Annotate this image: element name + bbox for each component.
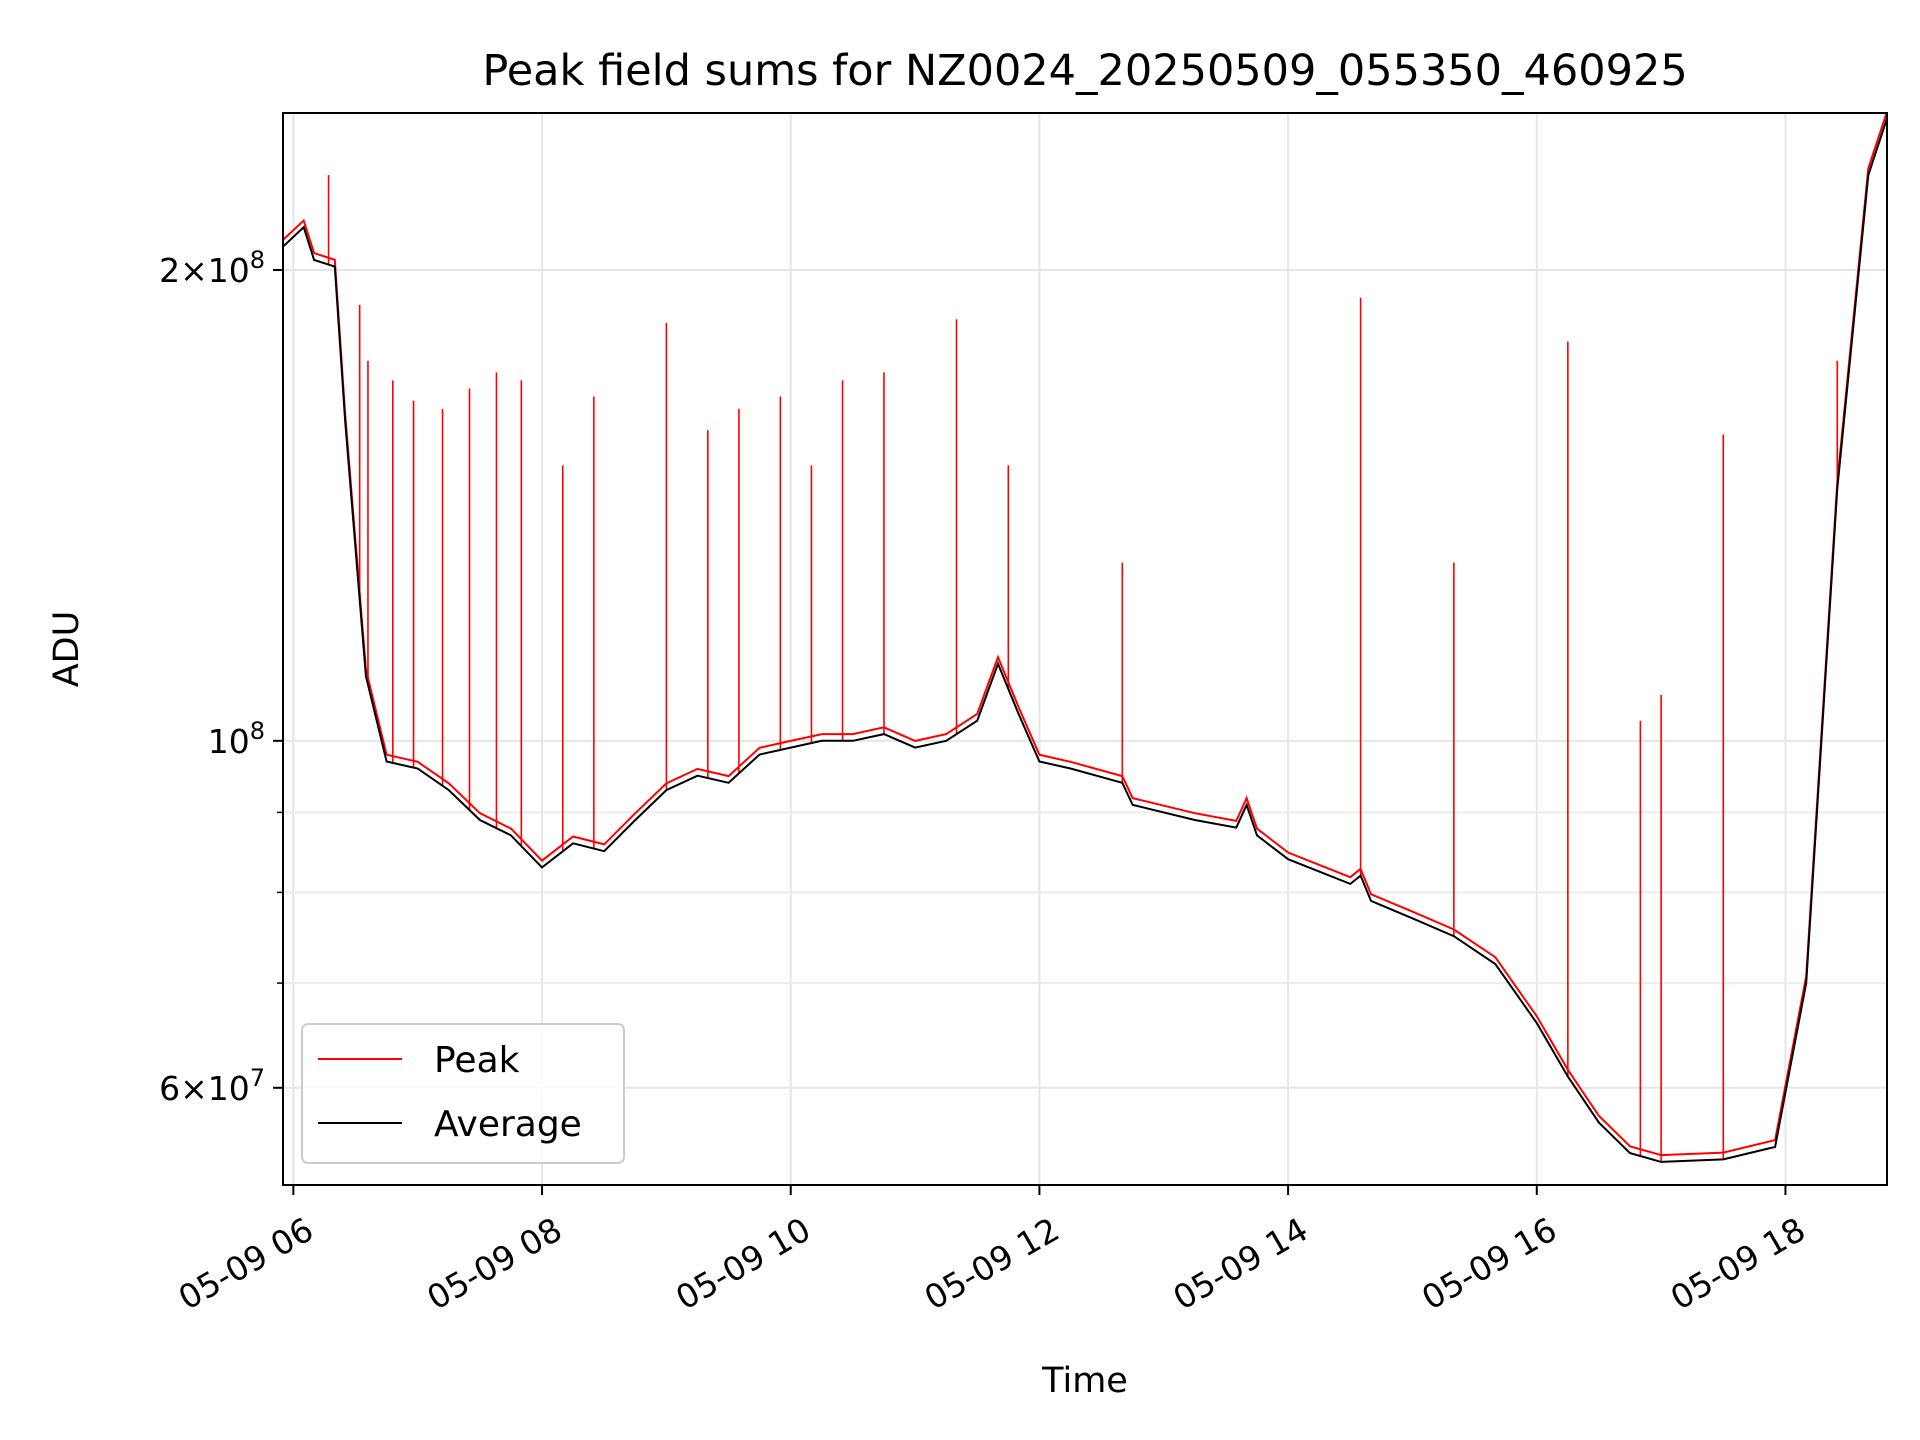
y-axis: 6×107 108 2×108	[159, 246, 283, 1108]
y-tick-label: 6×107	[159, 1064, 265, 1108]
plot-frame	[282, 112, 1888, 1186]
chart-title: Peak field sums for NZ0024_20250509_0553…	[482, 46, 1687, 96]
y-tick-label: 108	[208, 717, 265, 761]
series-average-line	[283, 118, 1887, 1163]
x-tick-label: 05-09 16	[1415, 1210, 1563, 1318]
x-tick-label: 05-09 14	[1166, 1210, 1314, 1318]
y-tick-label: 2×108	[159, 246, 265, 290]
x-tick-label: 05-09 12	[918, 1210, 1066, 1318]
legend: Peak Average	[301, 1023, 625, 1164]
series-peak-line	[283, 113, 1887, 1157]
y-axis-label: ADU	[47, 611, 87, 688]
x-axis: 05-09 06 05-09 08 05-09 10 05-09 12 05-09 14…	[172, 1185, 1812, 1318]
grid	[283, 113, 1887, 1185]
data-lines	[283, 113, 1887, 1163]
x-axis-label: Time	[1041, 1361, 1128, 1401]
x-tick-label: 05-09 18	[1664, 1210, 1812, 1318]
x-tick-label: 05-09 06	[172, 1210, 320, 1318]
legend-label-average: Average	[434, 1104, 582, 1145]
x-tick-label: 05-09 10	[669, 1210, 817, 1318]
x-tick-label: 05-09 08	[420, 1210, 568, 1318]
legend-label-peak: Peak	[434, 1040, 520, 1081]
